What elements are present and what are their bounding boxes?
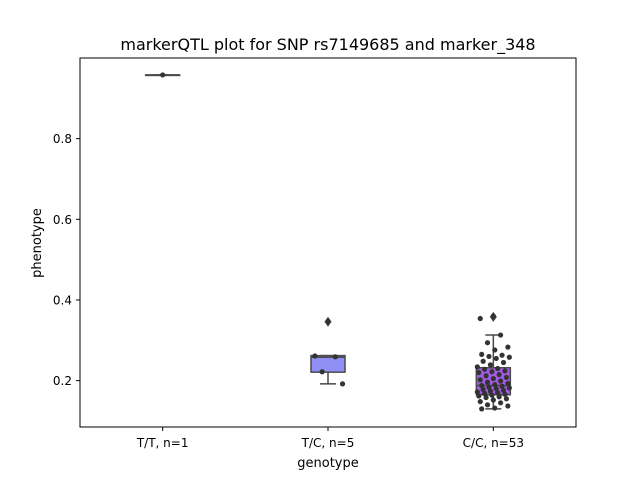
y-axis-label: phenotype [30, 208, 45, 278]
data-point [477, 315, 483, 322]
data-point [506, 354, 512, 360]
data-point [502, 391, 508, 397]
data-point [489, 392, 495, 398]
data-point [503, 396, 510, 402]
data-point [325, 318, 331, 324]
data-point [484, 379, 491, 385]
data-point [493, 355, 499, 362]
data-point [499, 352, 505, 358]
data-point [484, 340, 491, 346]
data-point [483, 373, 489, 379]
data-point [498, 378, 504, 384]
data-point [477, 398, 483, 405]
data-point [476, 369, 482, 376]
data-point [474, 364, 480, 370]
data-point [339, 381, 346, 387]
data-point [480, 358, 486, 364]
data-point [498, 332, 504, 338]
x-tick-label: T/T, n=1 [136, 436, 189, 450]
data-point [499, 383, 505, 389]
data-point [480, 386, 486, 393]
y-tick-label: 0.8 [53, 132, 72, 146]
data-point [496, 394, 502, 400]
data-point [495, 390, 501, 396]
data-point [319, 369, 325, 375]
data-point [490, 376, 496, 382]
data-point [332, 354, 338, 360]
data-point [489, 369, 495, 375]
x-axis-label: genotype [297, 456, 358, 471]
data-point [312, 353, 318, 359]
data-point [486, 353, 492, 360]
data-point [482, 366, 488, 372]
data-point [160, 72, 166, 78]
data-point [479, 382, 485, 389]
data-point [479, 406, 485, 412]
data-point [490, 313, 496, 319]
chart-title: markerQTL plot for SNP rs7149685 and mar… [120, 35, 535, 55]
data-point [476, 393, 482, 399]
data-point [506, 385, 512, 391]
x-tick-label: C/C, n=53 [463, 436, 524, 450]
data-point [492, 347, 498, 353]
data-point [482, 390, 488, 397]
data-point [498, 400, 504, 406]
box [310, 354, 346, 373]
y-tick-label: 0.2 [53, 374, 72, 388]
data-point [495, 365, 501, 372]
data-point [505, 344, 511, 350]
data-point [477, 377, 483, 383]
data-point [505, 403, 511, 409]
data-point [492, 405, 498, 411]
plot-area: 0.2 0.4 0.6 0.8 T/T, n=1 T/C, n=5 C/C, n=53 [53, 57, 577, 450]
data-point [483, 394, 489, 401]
data-point [490, 397, 496, 403]
x-tick-label: T/C, n=5 [301, 436, 355, 450]
data-point [487, 362, 494, 368]
data-point [502, 368, 508, 374]
data-point [496, 371, 502, 378]
data-point [479, 351, 485, 358]
y-tick-label: 0.6 [53, 213, 72, 227]
data-point [487, 388, 494, 394]
data-point [500, 387, 507, 393]
data-point [484, 402, 491, 408]
data-point [500, 359, 507, 366]
data-point [492, 382, 498, 388]
data-point [503, 374, 510, 380]
y-tick-label: 0.4 [53, 293, 72, 307]
data-point [486, 384, 492, 390]
data-point [493, 386, 499, 392]
data-point [474, 389, 480, 395]
data-point [505, 380, 511, 387]
